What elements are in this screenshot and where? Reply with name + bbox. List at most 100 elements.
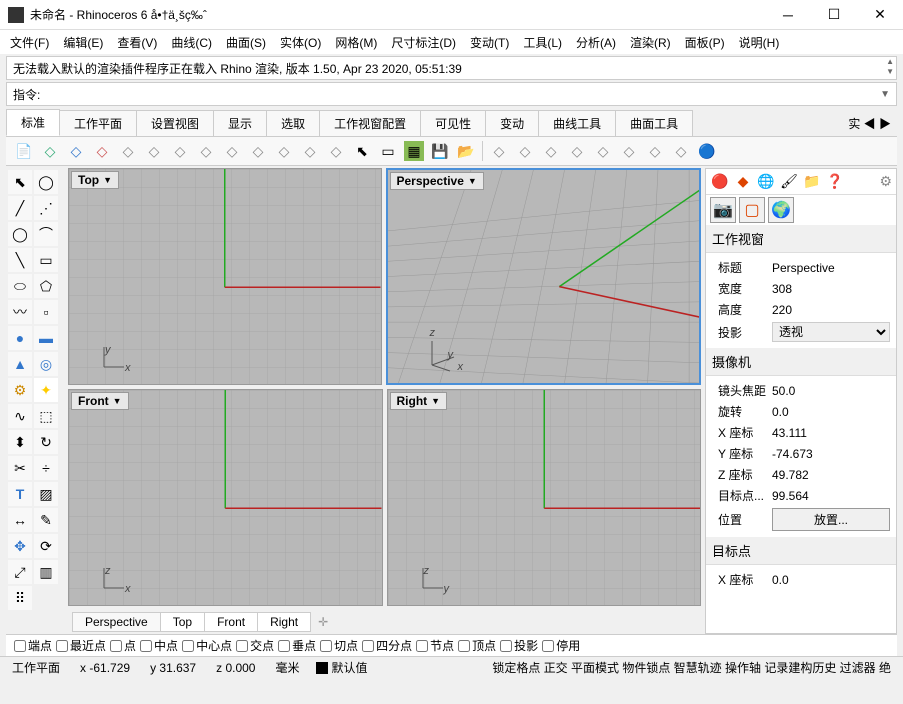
- menu-edit[interactable]: 编辑(E): [57, 32, 109, 53]
- cylinder-tool[interactable]: ▬: [34, 326, 58, 350]
- torus-tool[interactable]: ◎: [34, 352, 58, 376]
- tool-open-icon[interactable]: 📂: [456, 141, 476, 161]
- arc-tool[interactable]: ⌒: [34, 222, 58, 246]
- box-tool[interactable]: ▫: [34, 300, 58, 324]
- menu-view[interactable]: 查看(V): [111, 32, 163, 53]
- tool-select-icon[interactable]: ▭: [378, 141, 398, 161]
- prop-y-value[interactable]: -74.673: [772, 447, 890, 461]
- viewport-perspective[interactable]: Perspective▼ z y x: [386, 168, 702, 385]
- tool-cplane1-icon[interactable]: ◇: [40, 141, 60, 161]
- menu-mesh[interactable]: 网格(M): [329, 32, 383, 53]
- tool-cplane10-icon[interactable]: ◇: [274, 141, 294, 161]
- osnap-int[interactable]: 交点: [236, 637, 274, 654]
- prop-target-dist-value[interactable]: 99.564: [772, 489, 890, 503]
- prop-proj-select[interactable]: 透视: [772, 322, 890, 342]
- tab-viewport-layout[interactable]: 工作视窗配置: [319, 110, 421, 136]
- point-tool[interactable]: ⋰: [34, 196, 58, 220]
- circle-tool[interactable]: ◯: [8, 222, 32, 246]
- osnap-tan[interactable]: 切点: [320, 637, 358, 654]
- tab-surface-tools[interactable]: 曲面工具: [615, 110, 693, 136]
- osnap-near[interactable]: 最近点: [56, 637, 106, 654]
- menu-panels[interactable]: 面板(P): [679, 32, 731, 53]
- extrude-tool[interactable]: ⬍: [8, 430, 32, 454]
- scale-tool[interactable]: ⤢: [8, 560, 32, 584]
- rect-tool[interactable]: ▭: [34, 248, 58, 272]
- prop-x-value[interactable]: 43.111: [772, 426, 890, 440]
- tool-view4-icon[interactable]: ◇: [567, 141, 587, 161]
- prop-tx-value[interactable]: 0.0: [772, 573, 890, 587]
- text-tool[interactable]: T: [8, 482, 32, 506]
- place-button[interactable]: 放置...: [772, 508, 890, 531]
- panel-rainbow-icon[interactable]: 🔴: [710, 172, 730, 192]
- line-tool[interactable]: ╲: [8, 248, 32, 272]
- panel-material-icon[interactable]: ◆: [733, 172, 753, 192]
- viewport-front[interactable]: Front▼ z x: [68, 389, 383, 606]
- move-tool[interactable]: ✥: [8, 534, 32, 558]
- viewport-top[interactable]: Top▼ y x: [68, 168, 382, 385]
- panel-square-icon[interactable]: ▢: [739, 197, 765, 223]
- tool-view7-icon[interactable]: ◇: [645, 141, 665, 161]
- array-tool[interactable]: ⠿: [8, 586, 32, 610]
- tool-render-icon[interactable]: 🔵: [697, 141, 717, 161]
- polygon-tool[interactable]: ⬠: [34, 274, 58, 298]
- tab-setview[interactable]: 设置视图: [136, 110, 214, 136]
- vtab-right[interactable]: Right: [257, 612, 311, 632]
- tool-cplane2-icon[interactable]: ◇: [66, 141, 86, 161]
- command-input[interactable]: [44, 87, 880, 101]
- tool-cplane7-icon[interactable]: ◇: [196, 141, 216, 161]
- ellipse-tool[interactable]: ⬭: [8, 274, 32, 298]
- tab-transform[interactable]: 变动: [485, 110, 539, 136]
- polyline-tool[interactable]: ╱: [8, 196, 32, 220]
- tool-cplane3-icon[interactable]: ◇: [92, 141, 112, 161]
- split-tool[interactable]: ÷: [34, 456, 58, 480]
- menu-curve[interactable]: 曲线(C): [165, 32, 218, 53]
- tool-new-icon[interactable]: 📄: [14, 141, 34, 161]
- revolve-tool[interactable]: ↻: [34, 430, 58, 454]
- surface-tool[interactable]: ⬚: [34, 404, 58, 428]
- viewport-label-front[interactable]: Front▼: [71, 392, 129, 410]
- menu-surface[interactable]: 曲面(S): [220, 32, 272, 53]
- rotate-tool[interactable]: ⟳: [34, 534, 58, 558]
- panel-camera-icon[interactable]: 📷: [710, 197, 736, 223]
- select-tool[interactable]: ⬉: [8, 170, 32, 194]
- tool-cplane12-icon[interactable]: ◇: [326, 141, 346, 161]
- menu-file[interactable]: 文件(F): [4, 32, 55, 53]
- tab-cplanes[interactable]: 工作平面: [59, 110, 137, 136]
- status-units[interactable]: 毫米: [271, 659, 303, 676]
- panel-texture-icon[interactable]: 🌐: [756, 172, 776, 192]
- vtab-top[interactable]: Top: [160, 612, 205, 632]
- menu-solid[interactable]: 实体(O): [274, 32, 327, 53]
- gear-tool[interactable]: ⚙: [8, 378, 32, 402]
- msg-scroll-down[interactable]: ▼: [886, 67, 894, 77]
- tabs-overflow[interactable]: 实 ◀ ▶: [842, 111, 897, 136]
- tool-view1-icon[interactable]: ◇: [489, 141, 509, 161]
- viewport-label-right[interactable]: Right▼: [390, 392, 448, 410]
- tool-cplane9-icon[interactable]: ◇: [248, 141, 268, 161]
- hatch-tool[interactable]: ▨: [34, 482, 58, 506]
- maximize-button[interactable]: ☐: [811, 0, 857, 30]
- curve-edit-tool[interactable]: ∿: [8, 404, 32, 428]
- tool-view5-icon[interactable]: ◇: [593, 141, 613, 161]
- osnap-end[interactable]: 端点: [14, 637, 52, 654]
- vtab-front[interactable]: Front: [204, 612, 258, 632]
- tool-cplane5-icon[interactable]: ◇: [144, 141, 164, 161]
- status-cplane[interactable]: 工作平面: [8, 659, 64, 676]
- osnap-quad[interactable]: 四分点: [362, 637, 412, 654]
- dim-tool[interactable]: ↔: [8, 508, 32, 532]
- prop-focal-value[interactable]: 50.0: [772, 384, 890, 398]
- tool-cplane8-icon[interactable]: ◇: [222, 141, 242, 161]
- lasso-tool[interactable]: ◯: [34, 170, 58, 194]
- tool-cplane4-icon[interactable]: ◇: [118, 141, 138, 161]
- osnap-knot[interactable]: 节点: [416, 637, 454, 654]
- status-layer[interactable]: 默认值: [316, 659, 368, 676]
- panel-globe-icon[interactable]: 🌍: [768, 197, 794, 223]
- viewport-label-perspective[interactable]: Perspective▼: [390, 172, 484, 190]
- panel-help-icon[interactable]: ❓: [825, 172, 845, 192]
- osnap-perp[interactable]: 垂点: [278, 637, 316, 654]
- osnap-vertex[interactable]: 顶点: [458, 637, 496, 654]
- osnap-center[interactable]: 中心点: [182, 637, 232, 654]
- viewport-right[interactable]: Right▼ z y: [387, 389, 702, 606]
- tool-cplane6-icon[interactable]: ◇: [170, 141, 190, 161]
- prop-z-value[interactable]: 49.782: [772, 468, 890, 482]
- tab-select[interactable]: 选取: [266, 110, 320, 136]
